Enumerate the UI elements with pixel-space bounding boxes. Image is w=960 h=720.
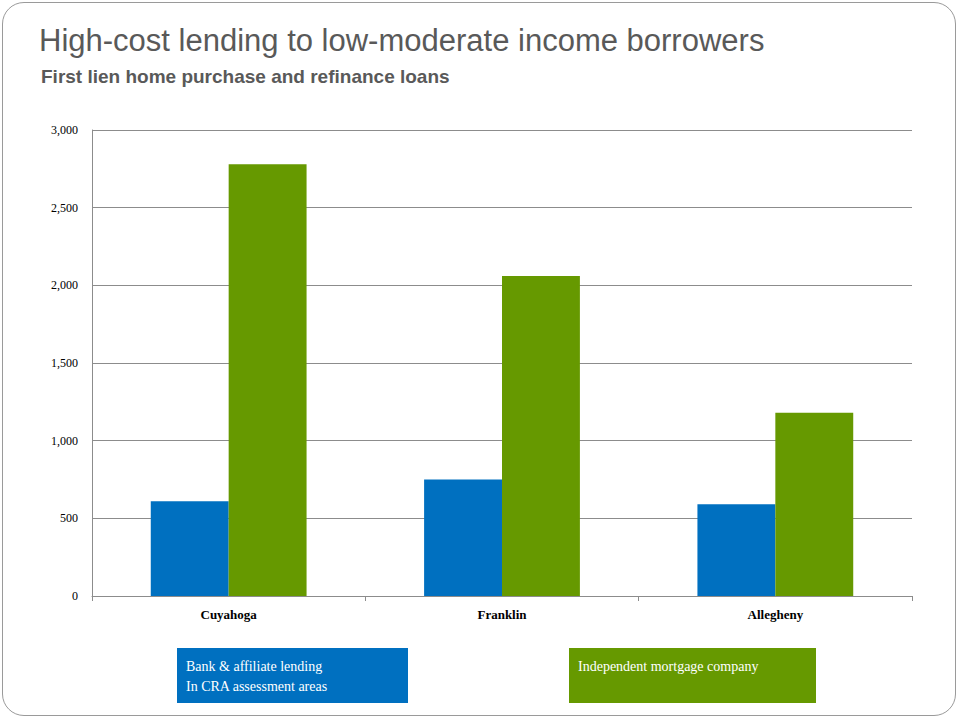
svg-text:2,000: 2,000 [51, 278, 78, 292]
svg-text:First lien home purchase and r: First lien home purchase and refinance l… [41, 66, 450, 87]
svg-text:In CRA assessment areas: In CRA assessment areas [186, 679, 327, 694]
svg-text:Franklin: Franklin [477, 607, 527, 622]
svg-text:Independent mortgage company: Independent mortgage company [578, 659, 758, 674]
svg-text:500: 500 [60, 511, 78, 525]
svg-text:2,500: 2,500 [51, 201, 78, 215]
svg-text:High-cost lending to low-moder: High-cost lending to low-moderate income… [39, 23, 764, 58]
svg-text:Bank & affiliate lending: Bank & affiliate lending [186, 659, 322, 674]
svg-text:3,000: 3,000 [51, 123, 78, 137]
svg-text:Cuyahoga: Cuyahoga [200, 607, 257, 622]
svg-text:Allegheny: Allegheny [748, 607, 804, 622]
svg-text:1,000: 1,000 [51, 434, 78, 448]
svg-text:0: 0 [72, 589, 78, 603]
svg-text:1,500: 1,500 [51, 356, 78, 370]
